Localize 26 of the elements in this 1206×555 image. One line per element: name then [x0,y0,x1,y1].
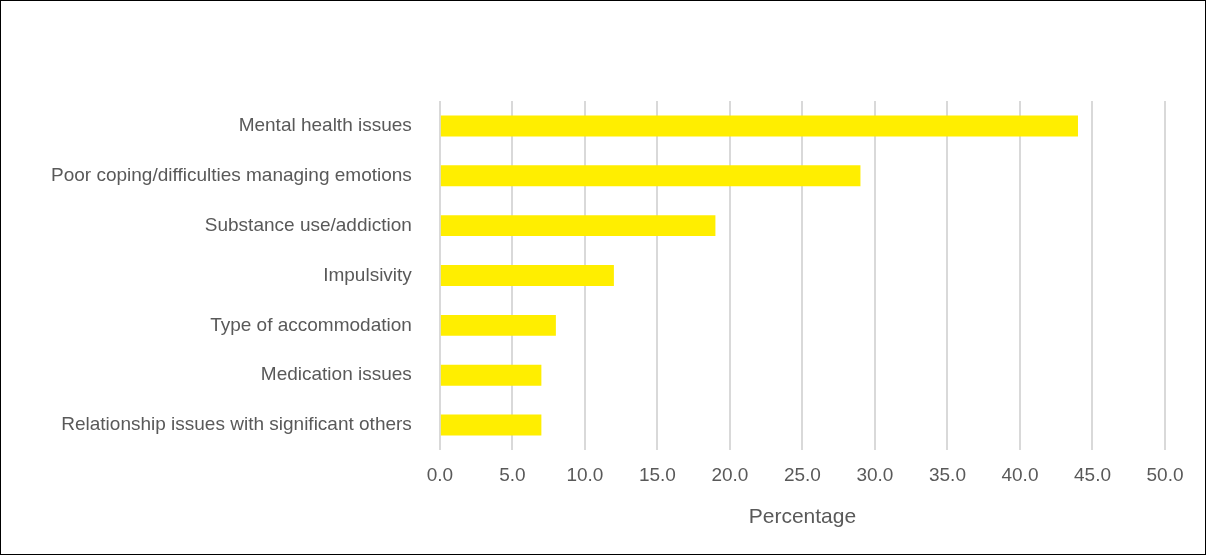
y-tick-label: Medication issues [260,363,412,385]
x-tick-label: 25.0 [783,463,821,485]
y-tick-label: Mental health issues [238,114,412,136]
x-tick-label: 5.0 [499,463,526,485]
bar [440,165,861,187]
y-tick-label: Relationship issues with significant others [61,413,412,435]
bar [440,115,1078,137]
y-tick-label: Impulsivity [323,263,413,285]
y-tick-label: Type of accommodation [210,313,412,335]
x-tick-label: 0.0 [426,463,454,485]
x-axis-title: Percentage [748,504,857,528]
bar [440,265,614,286]
bar [440,314,556,336]
x-tick-label: 40.0 [1001,463,1039,485]
x-tick-label: 35.0 [928,463,966,485]
bar [440,414,542,436]
y-tick-label: Substance use/addiction [204,213,412,235]
x-tick-label: 15.0 [638,463,676,485]
x-tick-label: 20.0 [711,463,749,485]
x-tick-label: 30.0 [856,463,894,485]
y-tick-label: Poor coping/difficulties managing emotions [50,164,412,186]
bar [440,364,542,386]
x-tick-label: 10.0 [566,463,604,485]
x-tick-label: 45.0 [1073,463,1111,485]
x-tick-label: 50.0 [1146,463,1184,485]
bar [440,215,716,237]
